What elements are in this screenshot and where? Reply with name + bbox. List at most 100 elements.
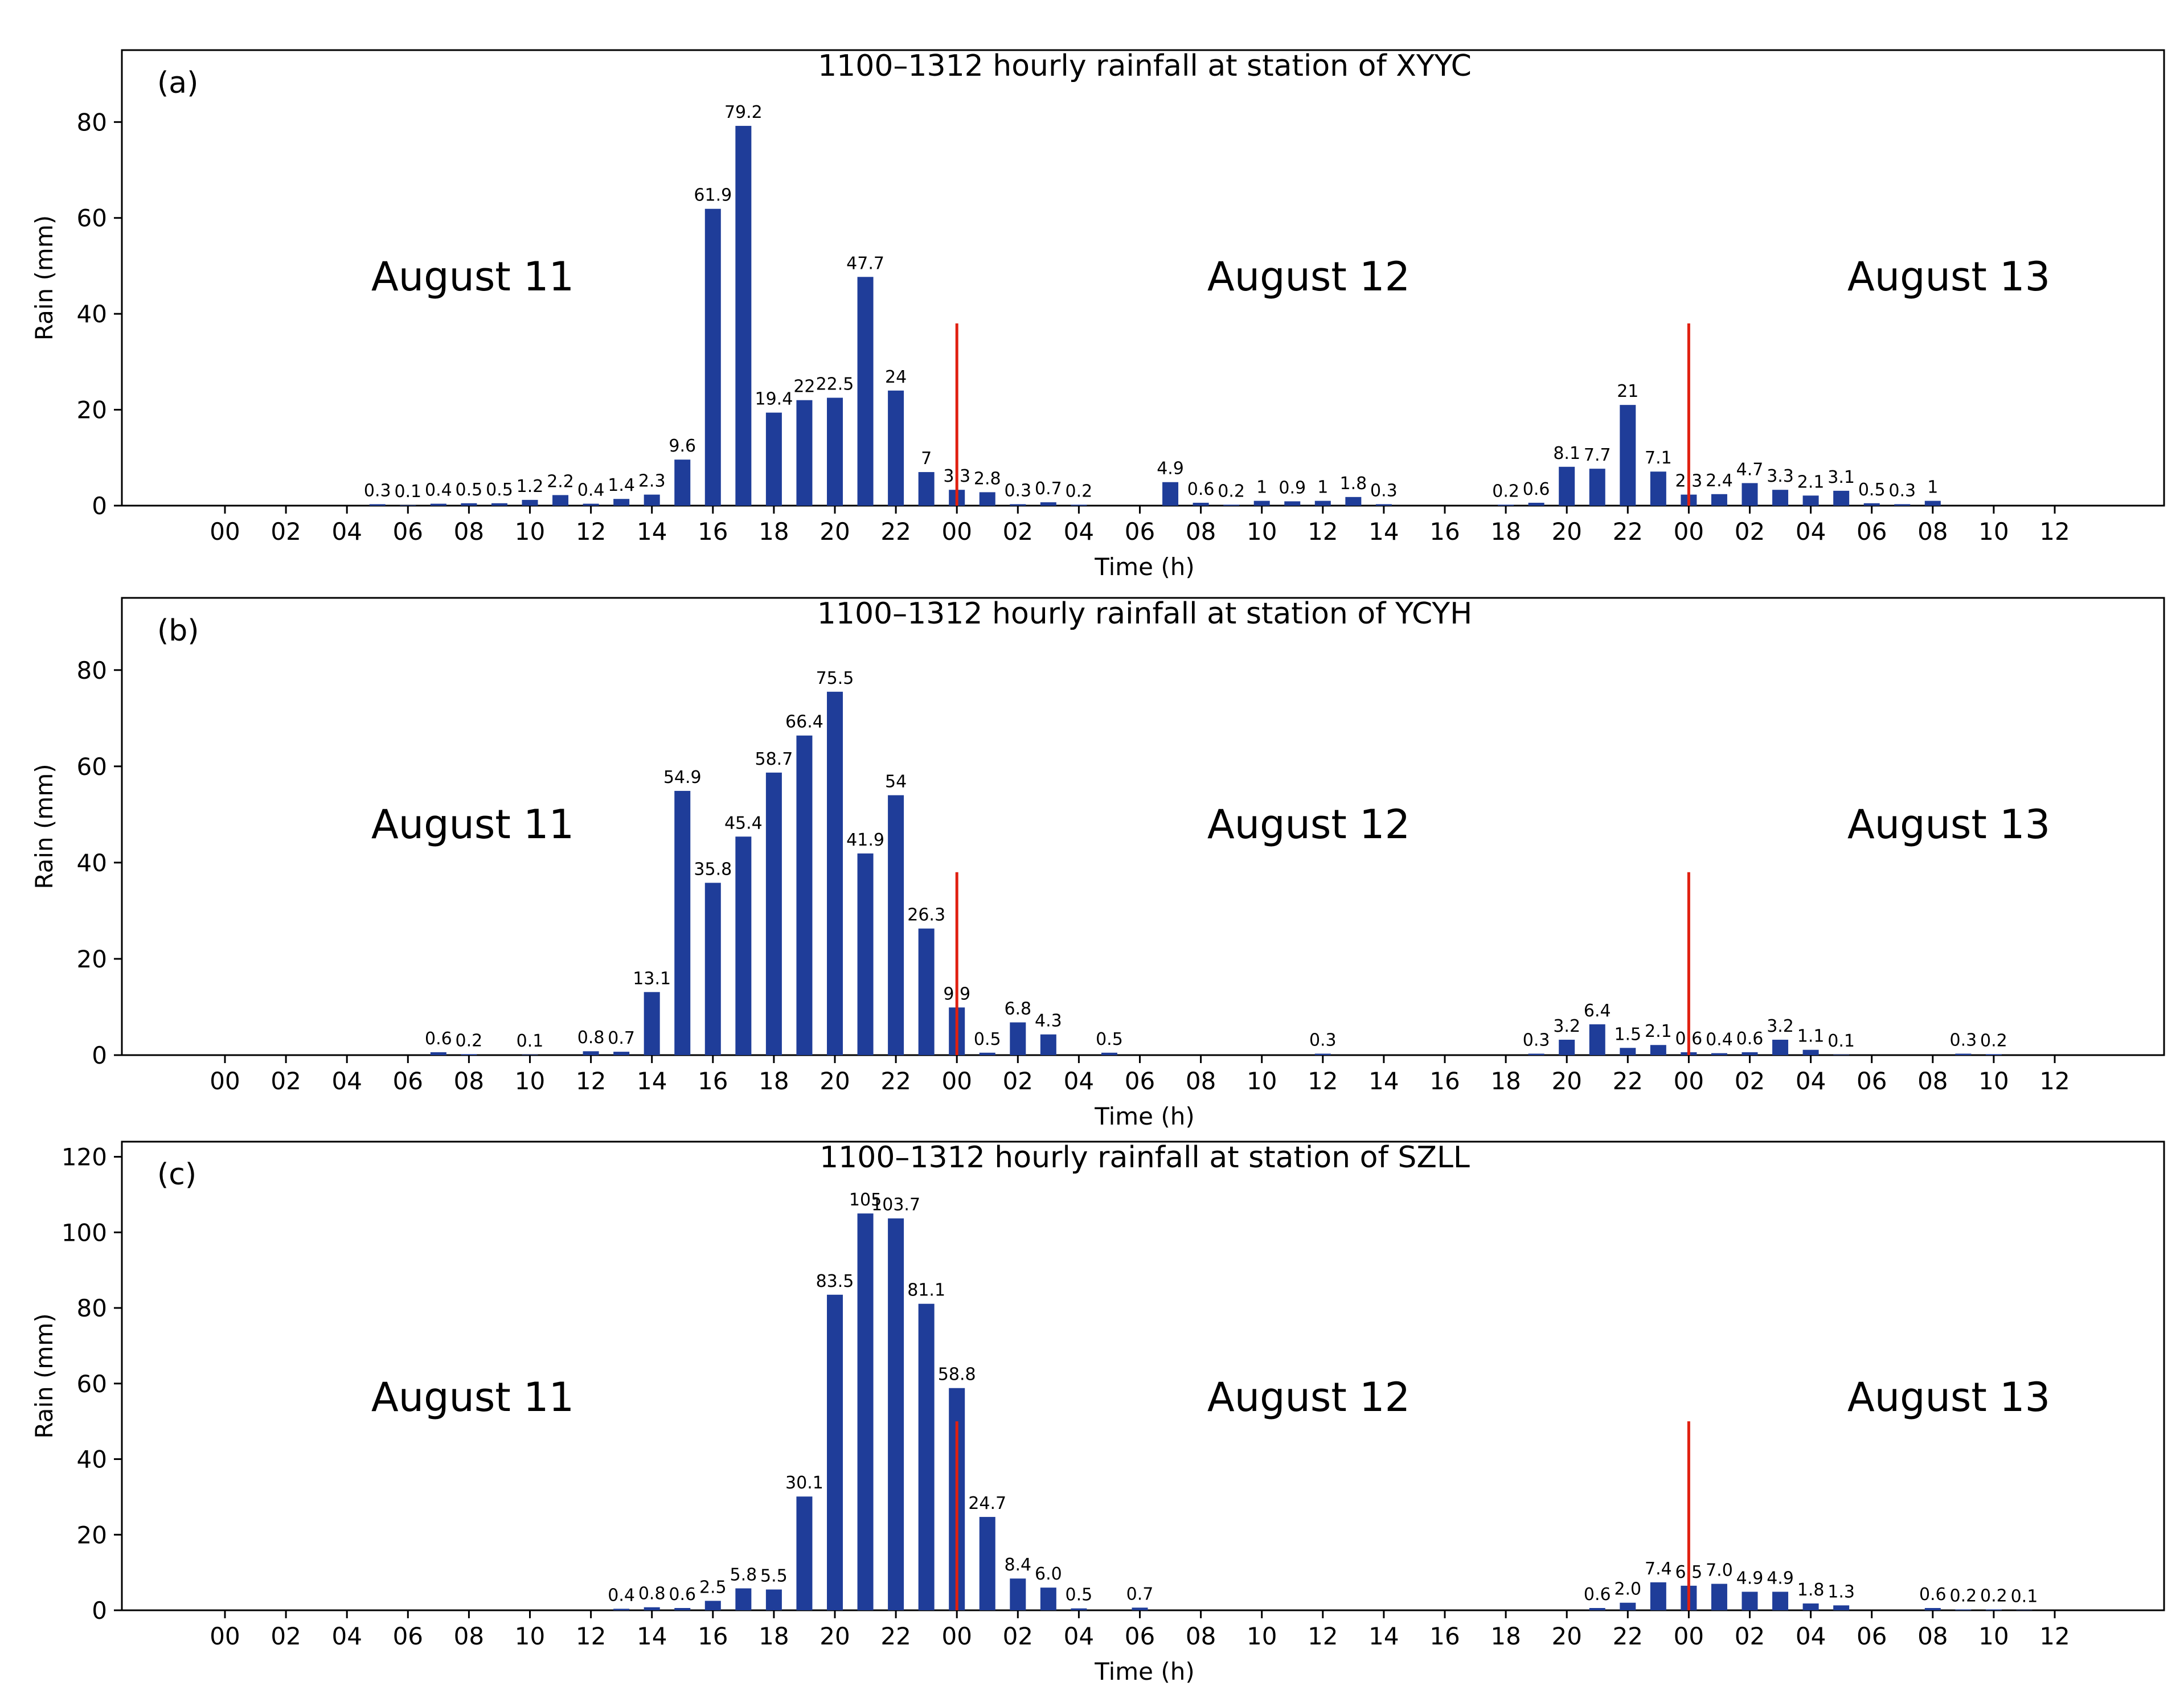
bar (1345, 497, 1362, 506)
x-tick-label: 14 (637, 518, 667, 545)
bar (1314, 1053, 1331, 1055)
bar (1132, 1607, 1148, 1610)
x-tick-label: 10 (515, 518, 545, 545)
bar-value-label: 1.4 (608, 475, 635, 495)
bar-value-label: 0.5 (1096, 1029, 1123, 1049)
x-tick-label: 08 (1186, 518, 1216, 545)
bar-value-label: 13.1 (633, 969, 671, 988)
bar (1772, 1591, 1789, 1610)
x-tick-label: 10 (1247, 1622, 1277, 1650)
bar-value-label: 22 (793, 377, 815, 397)
bar-value-label: 0.9 (1279, 478, 1306, 498)
x-tick-label: 12 (1308, 1067, 1338, 1095)
bar-value-label: 58.8 (938, 1365, 976, 1385)
bar-value-label: 9.6 (669, 436, 696, 456)
bar (1071, 504, 1087, 506)
bar (1924, 501, 1941, 506)
bar-value-label: 4.7 (1736, 460, 1764, 479)
y-tick-label: 80 (77, 657, 107, 684)
panel-label: (b) (157, 614, 199, 648)
bar-value-label: 105 (849, 1190, 882, 1210)
bar-value-label: 7 (921, 449, 932, 469)
x-tick-label: 20 (1551, 1067, 1581, 1095)
bar-value-label: 1 (1927, 478, 1938, 498)
x-tick-label: 22 (880, 1067, 911, 1095)
x-tick-label: 06 (393, 1622, 423, 1650)
bar (857, 853, 874, 1055)
bar-value-label: 3.3 (1767, 466, 1794, 486)
bar (796, 735, 813, 1055)
x-tick-label: 22 (1613, 518, 1643, 545)
x-tick-label: 00 (1674, 1067, 1704, 1095)
bar-value-label: 0.3 (1949, 1030, 1977, 1050)
x-tick-label: 10 (515, 1067, 545, 1095)
y-axis-label: Rain (mm) (30, 1313, 58, 1438)
bar-value-label: 0.2 (1980, 1031, 2007, 1051)
bar (1589, 1024, 1605, 1055)
bar (1650, 1045, 1666, 1055)
panel-label: (a) (157, 66, 198, 100)
bar (979, 492, 995, 506)
bar-value-label: 2.0 (1614, 1580, 1641, 1599)
bar (1375, 504, 1392, 506)
bar (765, 772, 782, 1055)
bar (400, 505, 416, 506)
bar (1253, 501, 1270, 506)
bar (369, 504, 386, 506)
x-tick-label: 06 (393, 518, 423, 545)
chart-title: 1100–1312 hourly rainfall at station of … (818, 49, 1472, 83)
bar-value-label: 2.2 (547, 471, 574, 491)
bar (1772, 1039, 1789, 1055)
panel-label: (c) (157, 1158, 196, 1192)
x-tick-label: 06 (1857, 1622, 1887, 1650)
bar-value-label: 0.6 (1187, 479, 1215, 499)
day-label: August 13 (1847, 253, 2050, 300)
x-axis-label: Time (h) (1094, 1102, 1195, 1130)
x-tick-label: 00 (1674, 1622, 1704, 1650)
bar-value-label: 1.8 (1797, 1580, 1825, 1600)
bar (430, 503, 446, 506)
bar-value-label: 0.1 (394, 482, 421, 502)
y-axis-label: Rain (mm) (30, 215, 58, 341)
bar (674, 460, 691, 506)
bar-value-label: 54.9 (663, 768, 702, 787)
bar-value-label: 81.1 (907, 1281, 945, 1301)
x-tick-label: 06 (1857, 518, 1887, 545)
bar (644, 1607, 660, 1610)
y-tick-label: 80 (77, 108, 107, 136)
x-tick-label: 12 (2039, 1067, 2070, 1095)
bar (1802, 1603, 1819, 1610)
bar-value-label: 61.9 (694, 186, 732, 206)
bar (1924, 1608, 1941, 1610)
bar (857, 1213, 874, 1610)
bar (1498, 504, 1514, 506)
bar (552, 495, 569, 506)
x-tick-label: 02 (1735, 1622, 1765, 1650)
x-tick-label: 10 (515, 1622, 545, 1650)
bar-value-label: 1.8 (1339, 474, 1367, 494)
bar (918, 928, 935, 1055)
bar-value-label: 0.1 (1827, 1031, 1855, 1051)
bar-value-label: 0.5 (486, 480, 513, 500)
bar-value-label: 2.5 (699, 1577, 727, 1597)
bar-value-label: 26.3 (907, 905, 945, 925)
x-tick-label: 16 (698, 518, 728, 545)
bar-value-label: 0.2 (456, 1031, 483, 1051)
bar (430, 1052, 446, 1055)
bar-value-label: 2.1 (1645, 1022, 1672, 1041)
bar-value-label: 7.4 (1645, 1559, 1672, 1579)
bar (1620, 405, 1636, 506)
x-tick-label: 00 (210, 1622, 240, 1650)
bar (1010, 1022, 1026, 1055)
bar (1589, 469, 1605, 506)
x-tick-label: 06 (1125, 518, 1155, 545)
x-tick-label: 04 (331, 1622, 362, 1650)
bar-value-label: 79.2 (724, 102, 763, 122)
bar (1711, 1584, 1727, 1610)
x-tick-label: 10 (1978, 518, 2009, 545)
x-tick-label: 16 (698, 1622, 728, 1650)
bar (1559, 466, 1575, 506)
x-tick-label: 00 (210, 1067, 240, 1095)
bar-value-label: 0.3 (1370, 481, 1398, 501)
day-label: August 12 (1207, 253, 1410, 300)
